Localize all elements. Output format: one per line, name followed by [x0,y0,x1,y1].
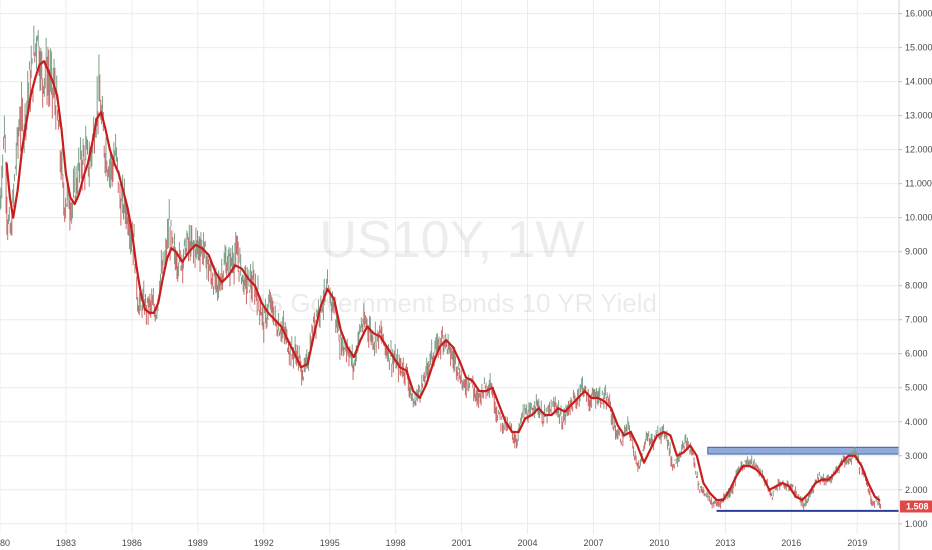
last-price-label-text: 1.508 [906,502,929,512]
x-tick-label: 1980 [0,538,10,548]
x-tick-label: 1998 [386,538,406,548]
x-tick-label: 1995 [320,538,340,548]
y-tick-label: 6.000 [905,349,928,359]
moving-average-line [5,60,881,502]
resistance-zone [707,446,900,455]
grid-lines [0,0,899,534]
y-tick-label: 3.000 [905,451,928,461]
y-tick-label: 4.000 [905,417,928,427]
watermark: US10Y, 1W US Government Bonds 10 YR Yiel… [247,211,657,318]
y-tick-label: 12.000 [905,145,932,155]
y-tick-label: 10.000 [905,213,932,223]
y-tick-label: 14.000 [905,77,932,87]
last-price-label: 1.508 [900,500,932,513]
y-tick-label: 2.000 [905,485,928,495]
y-tick-label: 15.000 [905,43,932,53]
time-axis[interactable]: 1980 1983 1986 1989 1992 1995 1998 2001 2004 2007… [0,538,867,548]
x-tick-label: 2007 [583,538,603,548]
y-tick-label: 11.000 [905,179,932,189]
watermark-description: US Government Bonds 10 YR Yield [247,288,657,318]
x-tick-label: 1986 [122,538,142,548]
x-tick-label: 1989 [188,538,208,548]
y-tick-label: 1.000 [905,519,928,529]
y-tick-label: 13.000 [905,111,932,121]
watermark-symbol: US10Y, 1W [320,211,585,269]
x-tick-label: 1983 [56,538,76,548]
moving-average [5,60,881,502]
x-tick-label: 2013 [715,538,735,548]
y-tick-label: 16.000 [905,9,932,19]
price-axis[interactable]: 1.000 2.000 3.000 4.000 5.000 6.000 7.000 8.000… [899,9,932,529]
x-tick-label: 2019 [847,538,867,548]
x-tick-label: 2004 [518,538,538,548]
y-tick-label: 9.000 [905,247,928,257]
x-tick-label: 1992 [254,538,274,548]
y-tick-label: 5.000 [905,383,928,393]
y-tick-label: 7.000 [905,315,928,325]
x-tick-label: 2001 [452,538,472,548]
x-tick-label: 2010 [649,538,669,548]
x-tick-label: 2016 [781,538,801,548]
y-tick-label: 8.000 [905,281,928,291]
last-price-label-background [900,500,932,513]
